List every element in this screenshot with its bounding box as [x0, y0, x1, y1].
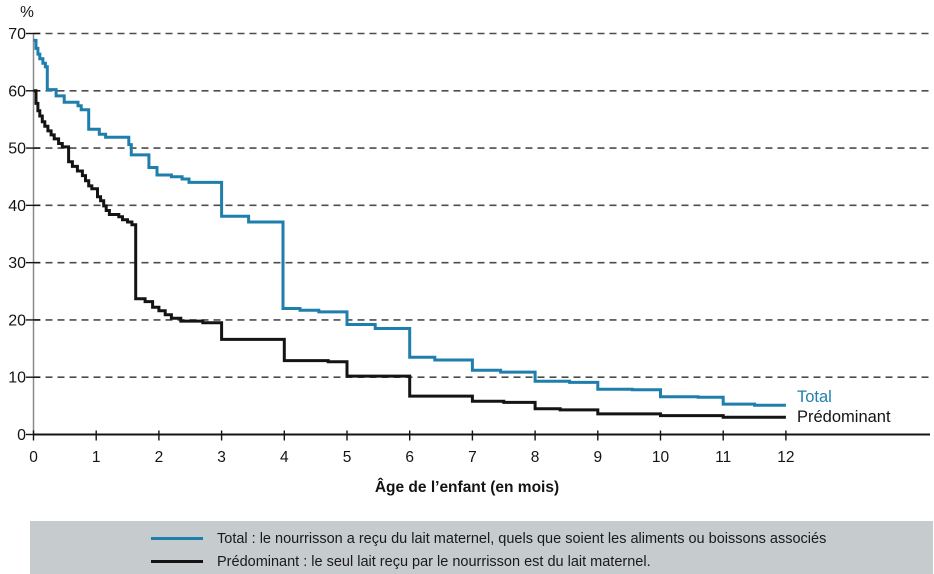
- x-tick-label-10: 10: [652, 449, 670, 466]
- x-tick-label-1: 1: [92, 449, 101, 466]
- y-axis-unit-label: %: [20, 4, 34, 21]
- x-tick-label-0: 0: [29, 449, 38, 466]
- x-tick-label-8: 8: [531, 449, 540, 466]
- x-tick-label-6: 6: [405, 449, 414, 466]
- x-axis-title: Âge de l’enfant (en mois): [375, 478, 559, 496]
- legend-item-predominant: Prédominant : le seul lait reçu par le n…: [30, 550, 933, 573]
- total-series-line: [33, 38, 786, 407]
- total-line-swatch: [151, 537, 203, 540]
- y-tick-label-60: 60: [8, 83, 26, 100]
- predominant-series-line: [33, 89, 786, 419]
- x-tick-label-11: 11: [715, 449, 731, 466]
- y-tick-label-30: 30: [8, 255, 26, 272]
- x-tick-label-12: 12: [777, 449, 794, 466]
- legend-item-total: Total : le nourrisson a reçu du lait mat…: [30, 527, 933, 550]
- predominant-series-label: Prédominant: [797, 408, 891, 426]
- legend: Total : le nourrisson a reçu du lait mat…: [30, 521, 933, 574]
- x-tick-label-3: 3: [217, 449, 226, 466]
- x-tick-label-9: 9: [593, 449, 602, 466]
- x-tick-label-7: 7: [468, 449, 477, 466]
- y-tick-label-10: 10: [8, 370, 26, 387]
- y-tick-label-0: 0: [17, 427, 26, 444]
- y-tick-label-70: 70: [8, 26, 26, 43]
- x-tick-label-4: 4: [280, 449, 289, 466]
- y-tick-label-40: 40: [8, 198, 26, 215]
- legend-label-total: Total : le nourrisson a reçu du lait mat…: [217, 530, 827, 547]
- legend-label-predominant: Prédominant : le seul lait reçu par le n…: [217, 553, 651, 570]
- total-series-label: Total: [797, 388, 832, 406]
- predominant-line-swatch: [151, 560, 203, 563]
- y-tick-label-50: 50: [8, 141, 26, 158]
- x-tick-label-2: 2: [155, 449, 164, 466]
- y-tick-label-20: 20: [8, 312, 26, 329]
- x-tick-label-5: 5: [343, 449, 352, 466]
